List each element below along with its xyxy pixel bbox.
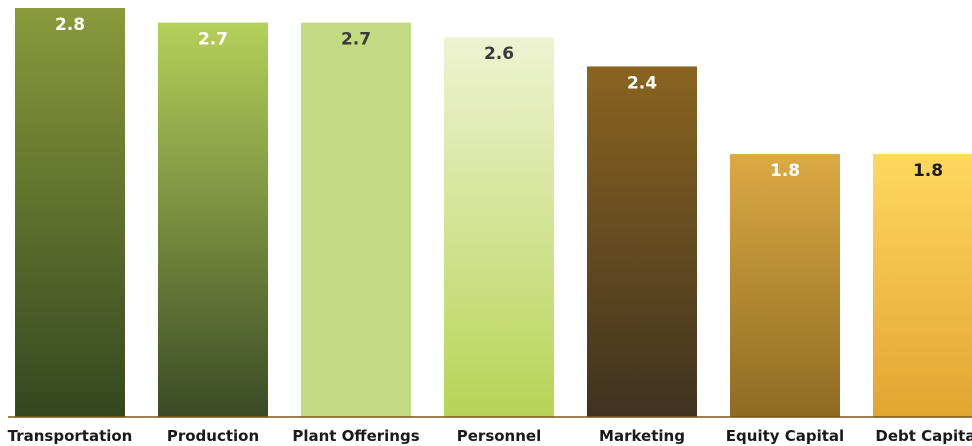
bar-value-label: 1.8 [913, 161, 943, 181]
x-tick-label: Equity Capital [726, 427, 844, 445]
bar-equity-capital [730, 154, 840, 418]
x-tick-label: Plant Offerings [292, 427, 419, 445]
bar-value-label: 2.7 [198, 30, 228, 50]
x-tick-label: Production [167, 427, 259, 445]
bar-value-label: 2.6 [484, 44, 514, 64]
bars [15, 8, 972, 418]
bar-value-label: 1.8 [770, 161, 800, 181]
bar-production [158, 22, 268, 417]
bar-marketing [587, 66, 697, 417]
x-axis-tick-labels: Transportation Production Plant Offerings P… [8, 427, 972, 445]
bar-personnel [444, 37, 554, 417]
bar-plant-offerings [301, 22, 411, 417]
bar-transportation [15, 8, 125, 417]
x-tick-label: Marketing [599, 427, 685, 445]
x-tick-label: Debt Capital [875, 427, 972, 445]
x-tick-label: Personnel [457, 427, 541, 445]
x-tick-label: Transportation [8, 427, 133, 445]
bar-value-label: 2.4 [627, 73, 657, 93]
value-labels: 2.8 2.7 2.7 2.6 2.4 1.8 1.8 [55, 15, 943, 181]
bar-debt-capital [873, 154, 972, 418]
bar-value-label: 2.8 [55, 15, 85, 35]
bar-value-label: 2.7 [341, 30, 371, 50]
